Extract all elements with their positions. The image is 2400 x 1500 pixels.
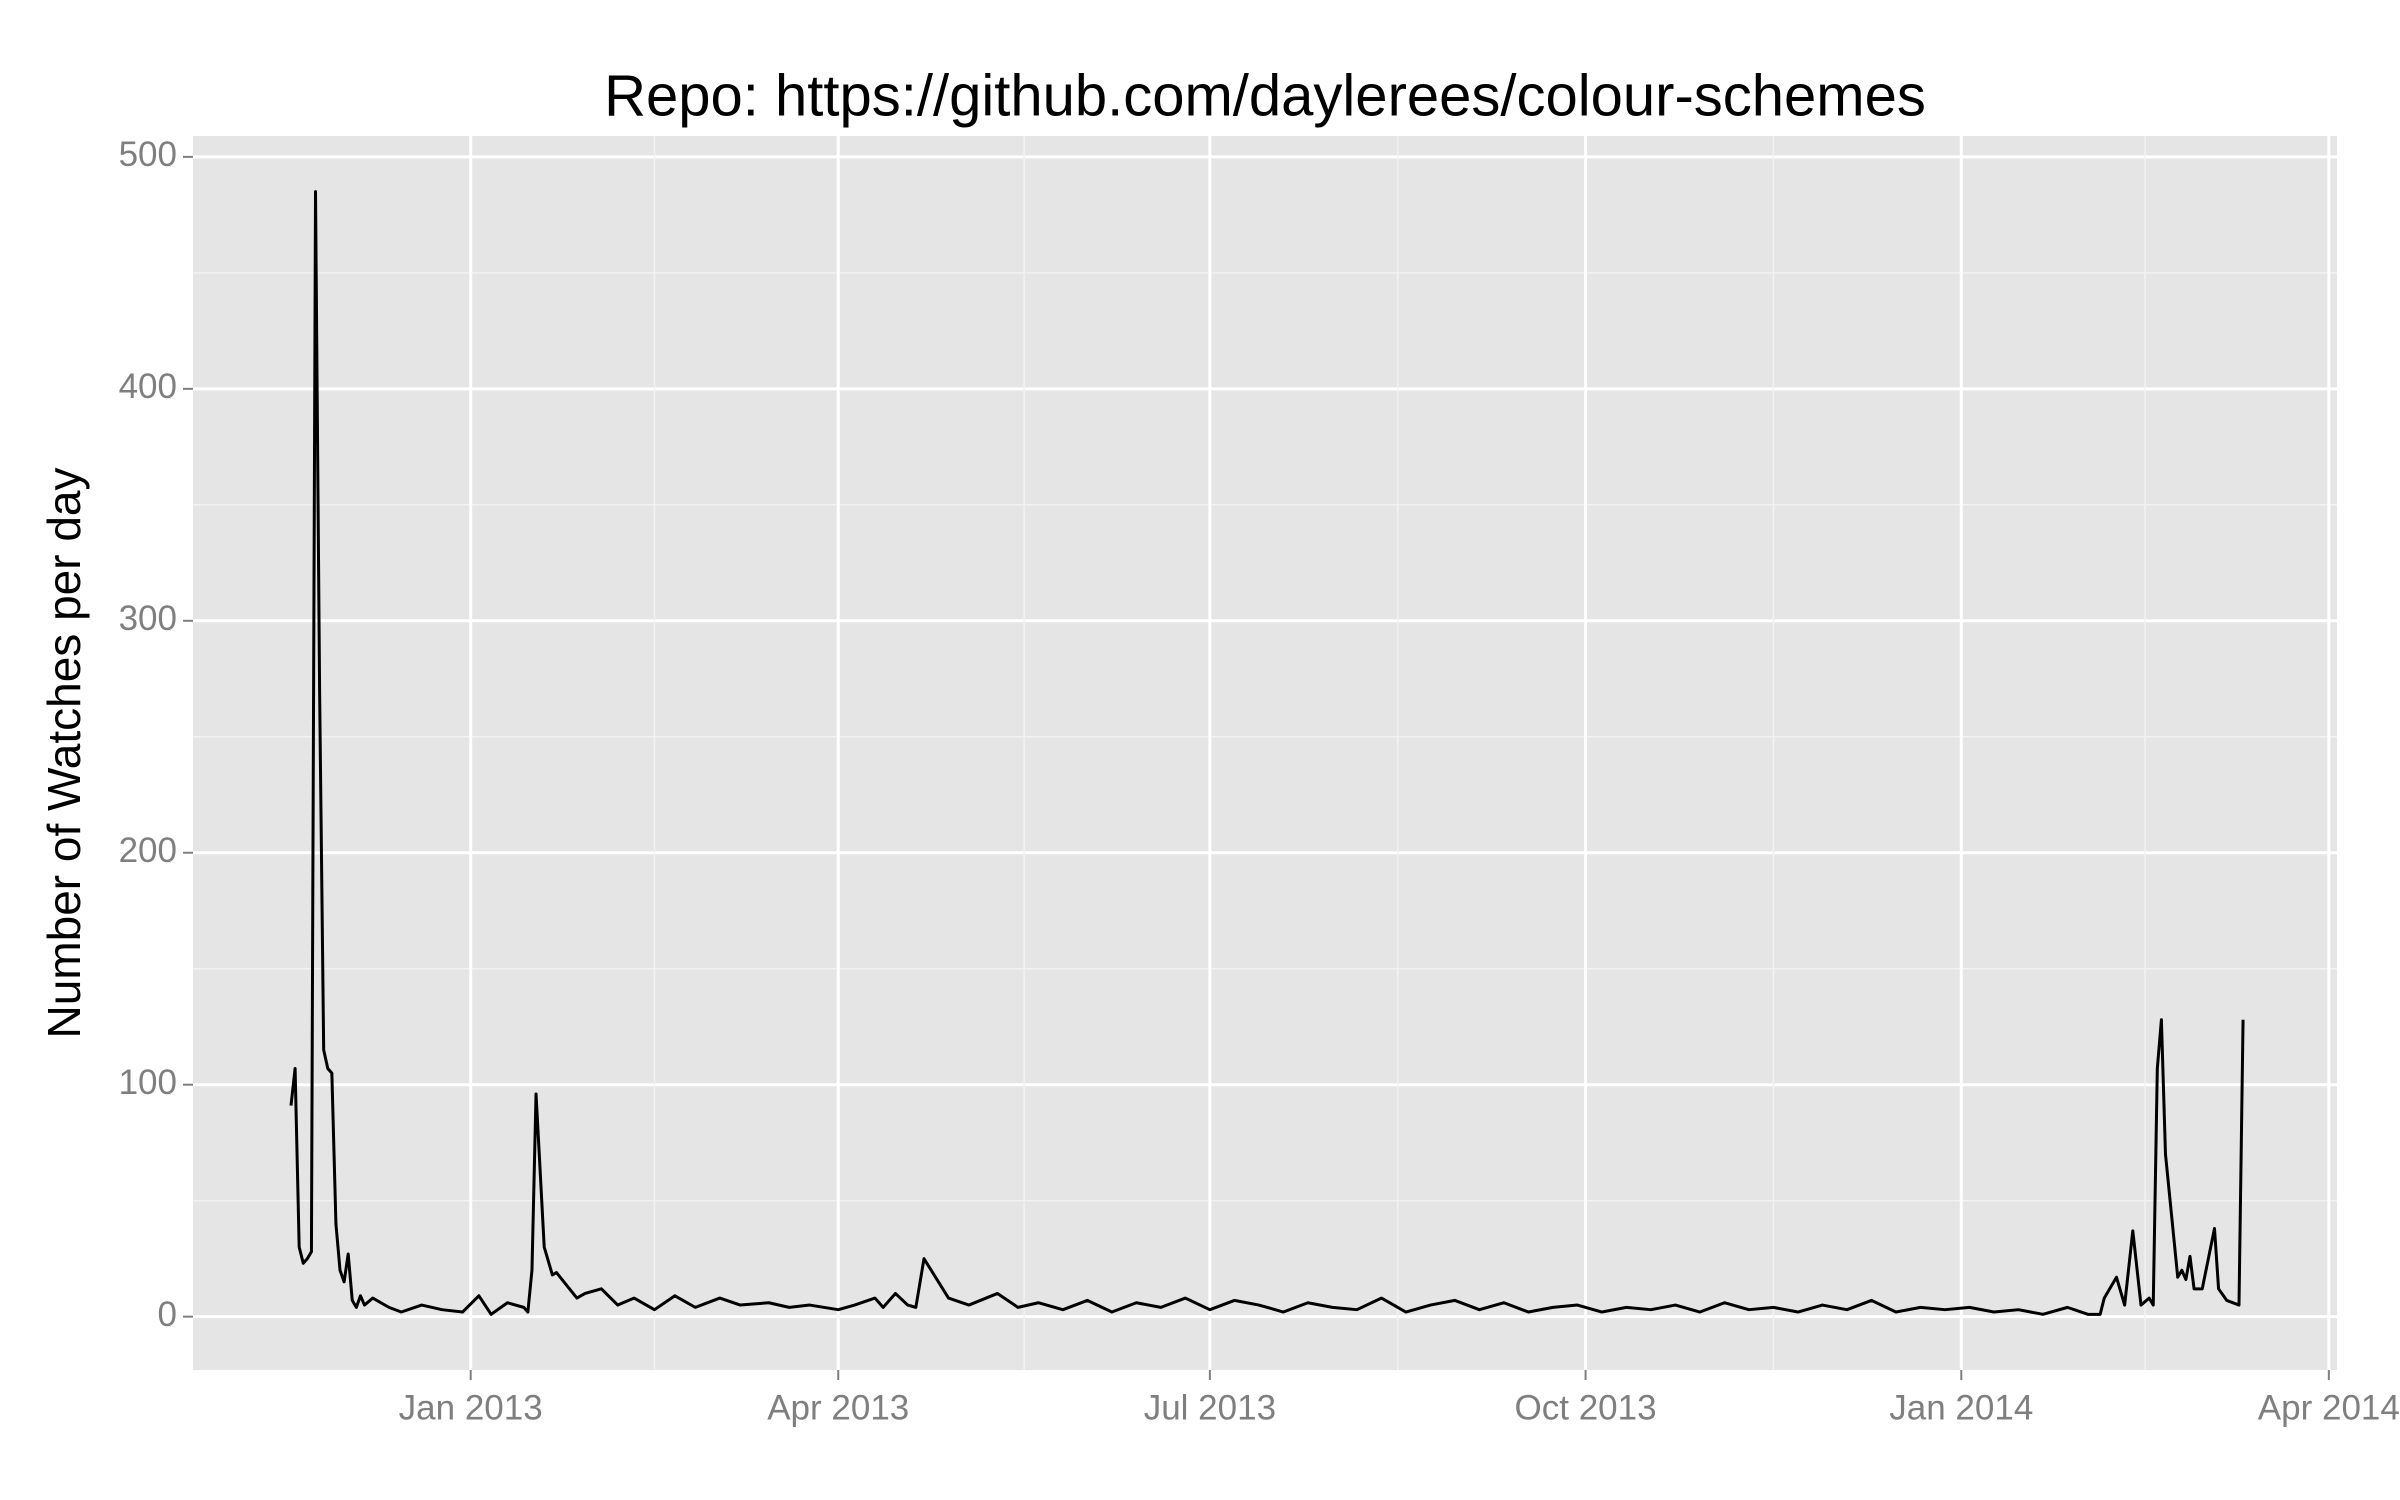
y-tick-label: 300 [119,599,177,638]
x-tick-label: Jan 2014 [1889,1388,2033,1427]
y-tick-label: 400 [119,367,177,406]
y-tick-label: 100 [119,1063,177,1102]
marks [289,190,2245,1316]
grid [193,136,2337,1370]
x-tick-label: Apr 2014 [2258,1388,2400,1427]
y-tick-label: 0 [158,1295,177,1334]
y-axis-title: Number of Watches per day [38,468,90,1039]
x-tick-label: Apr 2013 [767,1388,909,1427]
chart-title: Repo: https://github.com/daylerees/colou… [604,63,1926,128]
plot-panel [193,136,2337,1370]
x-tick-label: Jan 2013 [399,1388,543,1427]
y-tick-label: 200 [119,831,177,870]
x-tick-label: Oct 2013 [1515,1388,1657,1427]
data-line [289,190,2245,1316]
y-tick-label: 500 [119,135,177,174]
x-tick-label: Jul 2013 [1144,1388,1276,1427]
